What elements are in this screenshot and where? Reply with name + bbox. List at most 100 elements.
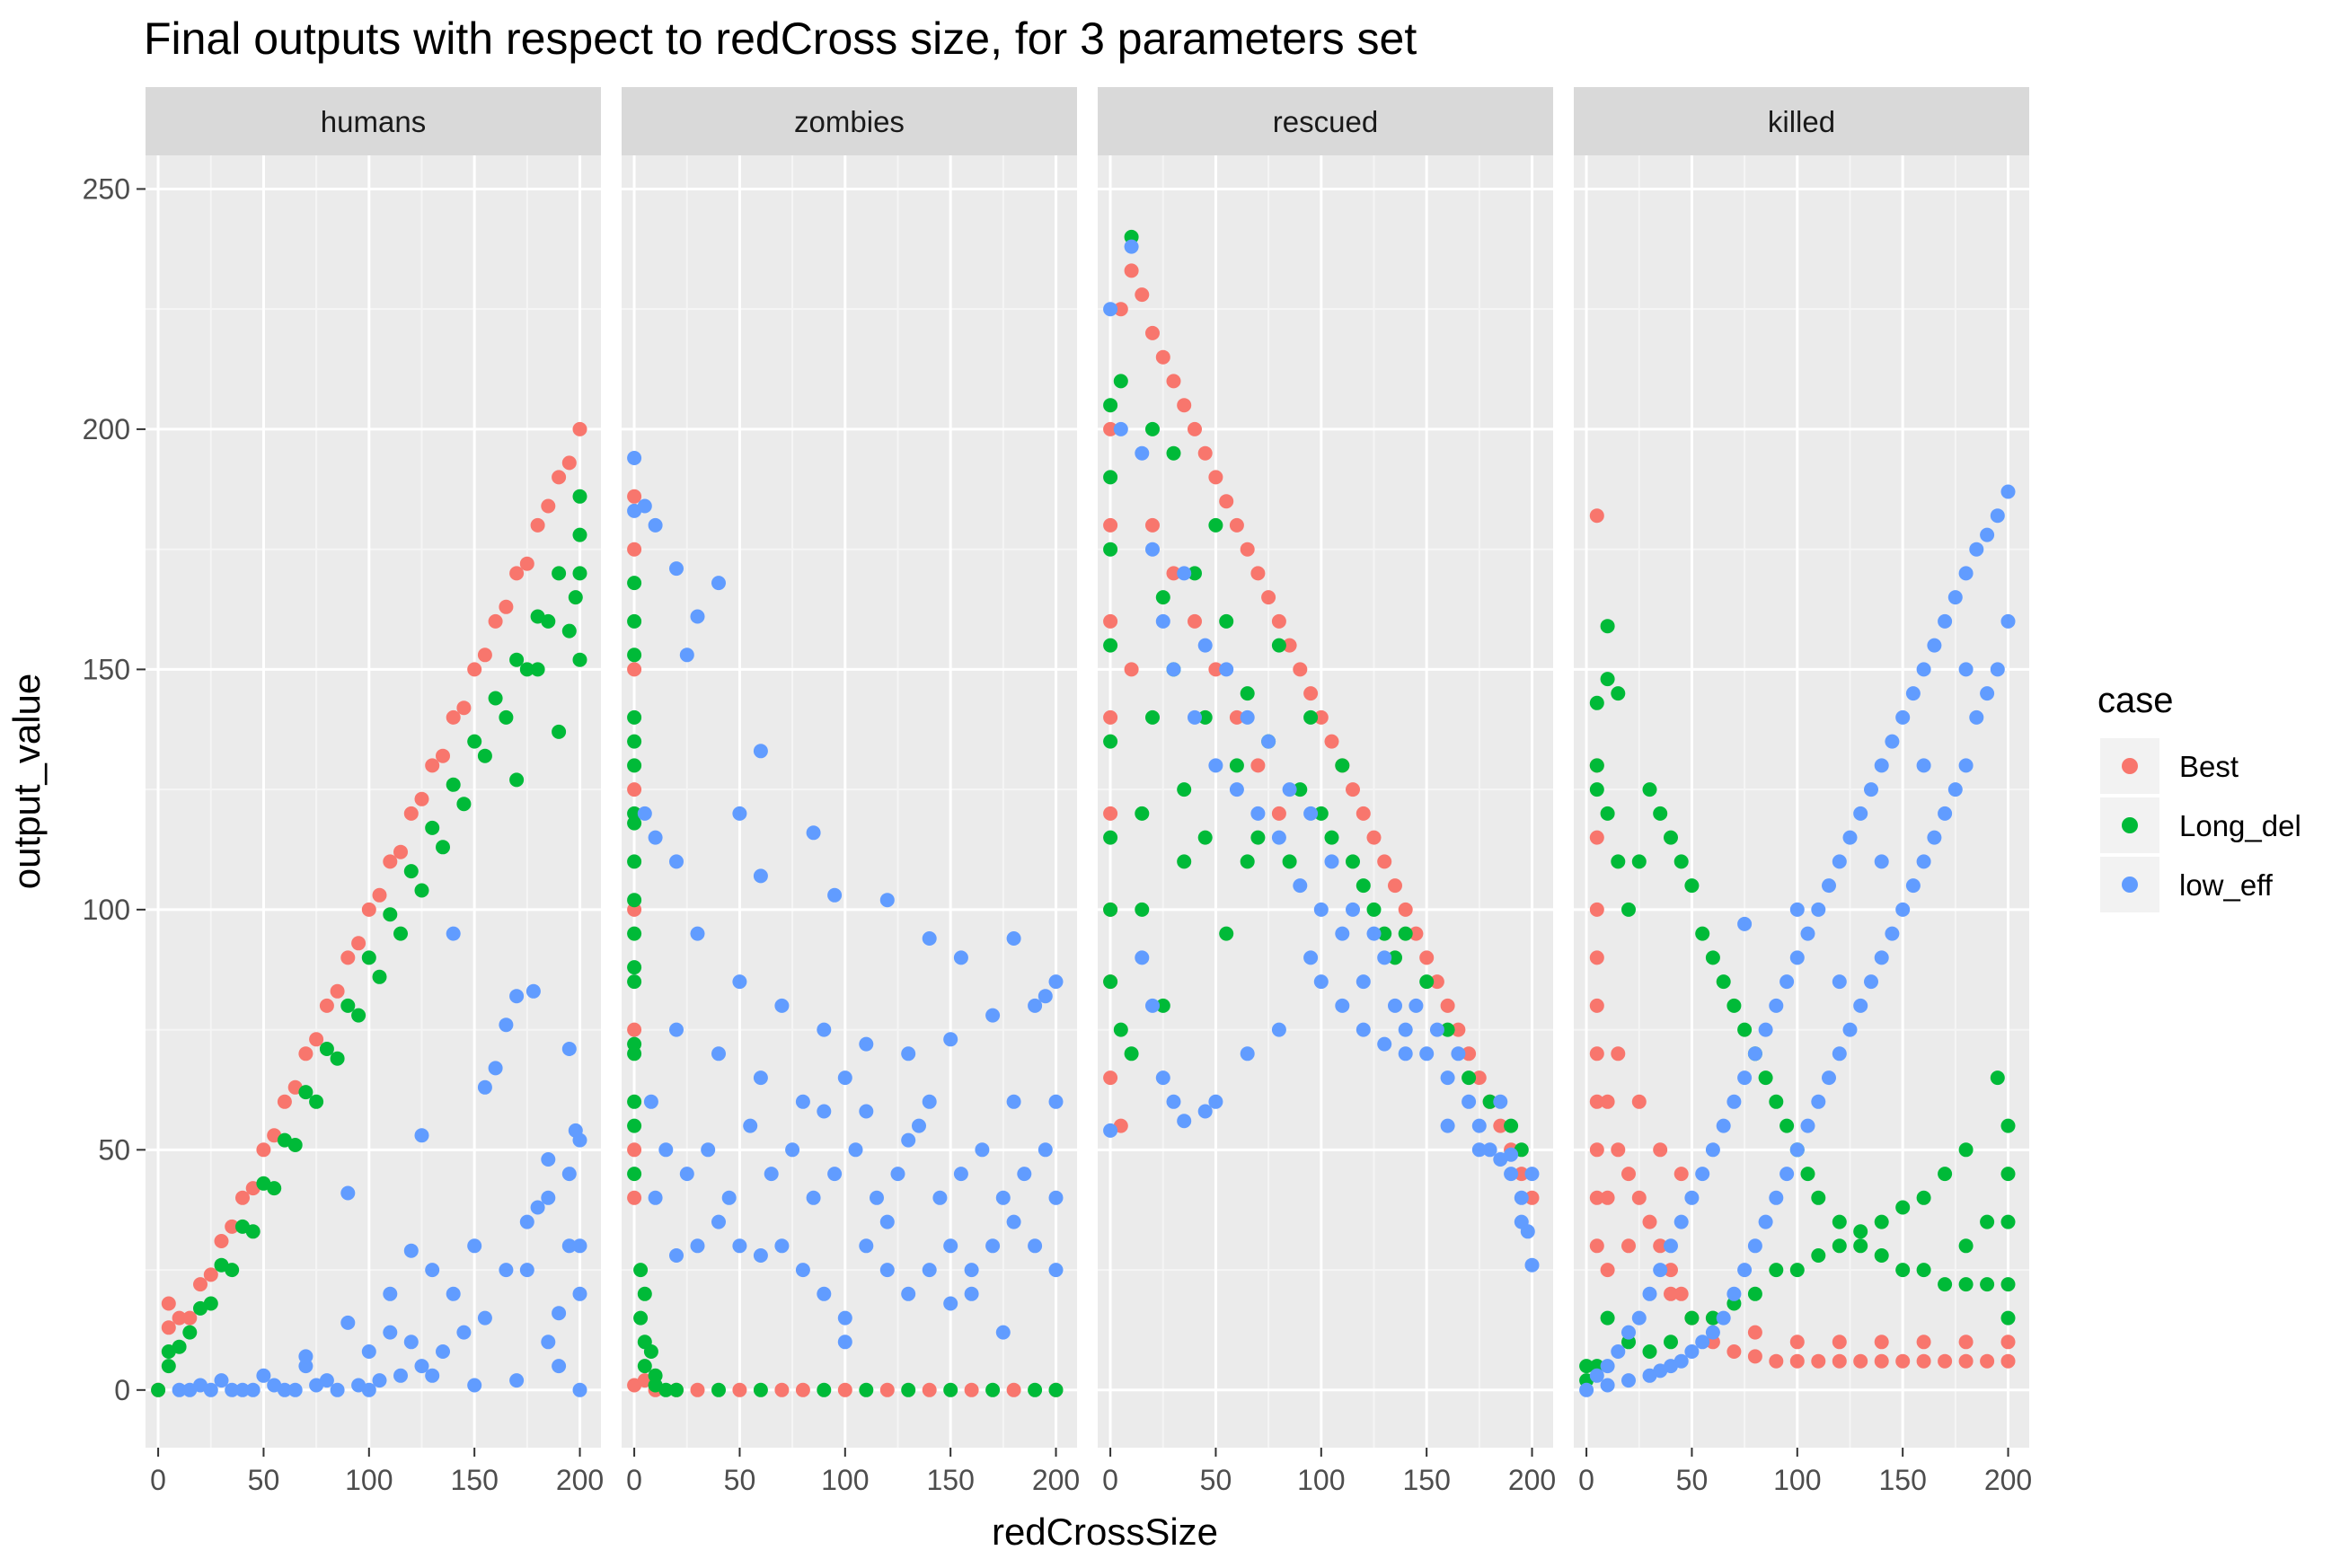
data-point [1589,1094,1604,1109]
data-point [572,652,587,667]
data-point [1155,1070,1170,1086]
data-point [879,1214,895,1229]
y-axis-title: output_value [5,674,48,890]
data-point [1377,950,1392,965]
data-point [1769,998,1784,1013]
data-point [361,1344,376,1359]
data-point [1990,1070,2005,1086]
data-point [1048,1263,1064,1278]
x-tick-label: 200 [1508,1464,1556,1496]
data-point [637,806,652,821]
data-point [2000,1335,2016,1350]
x-tick-label: 100 [1297,1464,1345,1496]
data-point [1589,508,1604,524]
data-point [330,1051,345,1066]
data-point [1524,1257,1540,1273]
data-point [361,950,376,965]
data-point [1240,709,1255,725]
strip-zombies [622,87,1077,155]
data-point [572,566,587,581]
data-point [1324,854,1339,869]
data-point [859,1104,874,1119]
data-point [1388,878,1402,894]
data-point [1482,1094,1497,1109]
data-point [568,590,583,605]
data-point [1440,1022,1455,1037]
data-point [1664,1335,1678,1350]
legend-label: Best [2179,750,2239,783]
data-point [1832,1335,1847,1350]
data-point [1006,1094,1021,1109]
data-point [436,1344,450,1359]
data-point [848,1142,863,1158]
data-point [383,854,398,869]
data-point [161,1296,176,1311]
data-point [298,1085,313,1100]
data-point [509,652,525,667]
data-point [351,1008,366,1023]
data-point [1705,1325,1720,1340]
y-axis: 0 50 100 150 200 250 [83,172,146,1406]
data-point [1779,1167,1795,1182]
data-point [1197,445,1213,461]
data-point [1038,1142,1053,1158]
strip-label-humans: humans [321,105,426,138]
data-point [1124,1046,1139,1061]
data-point [1737,1263,1753,1278]
data-point [1250,806,1266,821]
data-point [1177,854,1192,869]
data-point [1113,302,1128,317]
data-point [1124,263,1139,278]
data-point [203,1382,218,1397]
data-point [1642,1214,1657,1229]
data-point [1166,566,1181,581]
x-tick-label: 0 [626,1464,642,1496]
legend: case Best Long_del low_eff [2097,681,2301,912]
data-point [627,1022,642,1037]
data-point [1789,902,1805,917]
data-point [879,1382,895,1397]
data-point [414,791,429,806]
data-point [922,931,937,946]
data-point [827,1167,843,1182]
data-point [870,1190,884,1205]
data-point [488,613,503,629]
data-point [1631,1094,1647,1109]
data-point [1769,1263,1784,1278]
data-point [774,1382,790,1397]
data-point [743,1118,758,1133]
data-point [1916,1190,1931,1205]
data-point [340,998,356,1013]
data-point [477,748,492,763]
data-point [837,1310,852,1326]
data-point [627,734,642,749]
data-point [1356,1022,1371,1037]
data-point [161,1344,176,1359]
data-point [1313,709,1329,725]
data-point [1028,1238,1043,1254]
data-point [1938,806,1953,821]
data-point [627,1190,642,1205]
data-point [245,1382,261,1397]
data-point [1504,1118,1519,1133]
data-point [541,1335,556,1350]
data-point [627,960,642,975]
data-point [414,1359,429,1374]
data-point [1600,1263,1615,1278]
data-point [1103,806,1118,821]
data-point [627,758,642,773]
data-point [2000,1277,2016,1292]
data-point [1398,902,1413,917]
data-point [633,1263,649,1278]
data-point [572,489,587,504]
data-point [1589,1190,1604,1205]
data-point [679,647,694,663]
data-point [1462,1046,1477,1061]
data-point [1832,1238,1847,1254]
data-point [1653,1238,1668,1254]
data-point [256,1142,271,1158]
data-point [330,1382,345,1397]
data-point [477,1079,492,1095]
data-point [477,647,492,663]
data-point [774,1238,790,1254]
